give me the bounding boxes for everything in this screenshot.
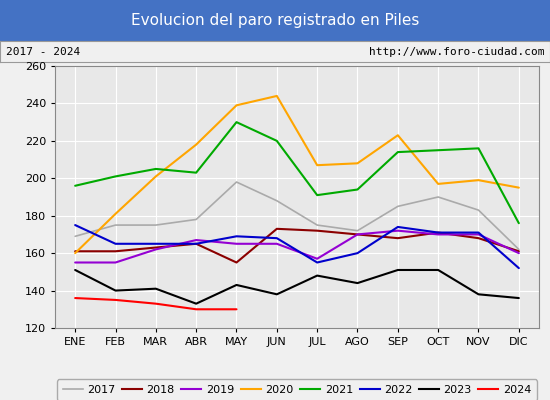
Text: Evolucion del paro registrado en Piles: Evolucion del paro registrado en Piles <box>131 14 419 28</box>
Legend: 2017, 2018, 2019, 2020, 2021, 2022, 2023, 2024: 2017, 2018, 2019, 2020, 2021, 2022, 2023… <box>57 380 537 400</box>
Text: 2017 - 2024: 2017 - 2024 <box>6 47 80 57</box>
Text: http://www.foro-ciudad.com: http://www.foro-ciudad.com <box>369 47 544 57</box>
